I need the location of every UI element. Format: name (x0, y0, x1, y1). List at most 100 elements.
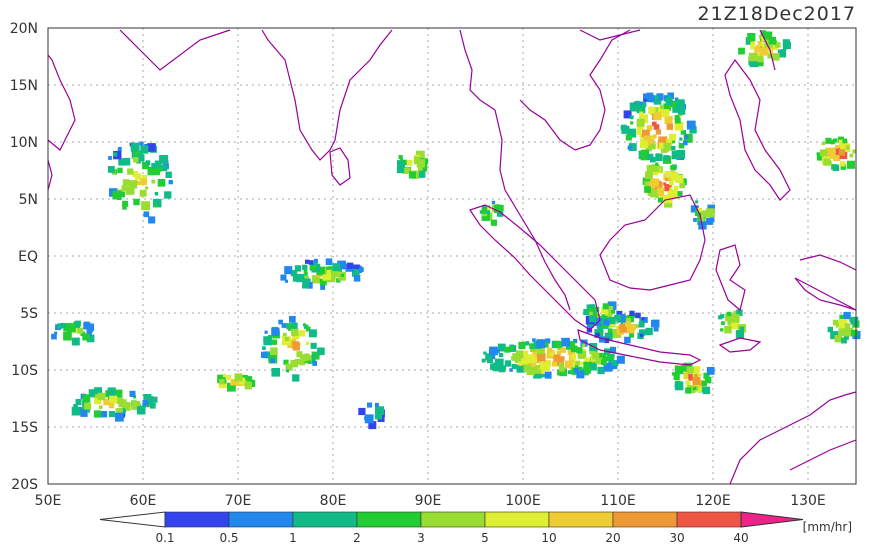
rain-cell (82, 333, 90, 341)
rain-cell (141, 174, 147, 180)
rain-cell (625, 321, 631, 327)
rain-cell (504, 346, 511, 353)
rain-cell (759, 42, 767, 50)
rain-cell (639, 133, 644, 138)
rain-cell (305, 281, 313, 289)
rain-cell (292, 271, 297, 276)
rain-cell (839, 325, 846, 331)
rain-cell (705, 208, 715, 218)
rain-cell (685, 387, 692, 394)
rain-cell (113, 150, 122, 160)
rain-cell (576, 370, 585, 379)
rain-cell (644, 186, 651, 193)
colorbar-swatch (356, 511, 422, 528)
rain-cell (590, 311, 598, 319)
rain-cell (132, 395, 137, 399)
rain-cell (226, 375, 232, 380)
colorbar-tick-label: 10 (541, 531, 556, 544)
rain-cell (71, 406, 81, 416)
rain-cell (663, 182, 667, 186)
rain-cell (311, 354, 316, 359)
rain-cell (496, 210, 504, 217)
rain-cell (73, 404, 78, 409)
rain-cell (583, 361, 591, 369)
rain-cell (684, 134, 689, 139)
rain-cell (559, 368, 567, 377)
rain-cell (304, 275, 309, 281)
rain-cell (135, 150, 143, 158)
colorbar-tick-label: 5 (481, 531, 489, 544)
rain-cell (358, 407, 366, 416)
rain-cell (143, 394, 152, 402)
colorbar-swatch (612, 511, 678, 528)
rain-cell (758, 35, 763, 39)
colorbar-swatch (292, 511, 358, 528)
rain-cell (154, 165, 162, 172)
rain-cell (168, 180, 173, 185)
rain-cell (619, 324, 626, 331)
rain-cell (346, 262, 354, 269)
rain-cell (491, 200, 496, 205)
rain-cell (157, 179, 166, 187)
rain-cell (843, 334, 849, 340)
colorbar-swatch (228, 511, 294, 528)
rain-cell (491, 355, 496, 360)
rain-cell (601, 307, 607, 313)
rain-cell (747, 33, 756, 42)
rain-cell (594, 314, 601, 320)
rain-cell (497, 343, 506, 352)
rain-cell (368, 421, 377, 430)
rain-cell (160, 164, 168, 172)
rain-cell (648, 106, 656, 114)
rain-cell (148, 216, 156, 224)
rain-cell (493, 204, 503, 214)
rain-cell (299, 330, 306, 337)
rain-cell (580, 361, 584, 366)
rain-cell (375, 406, 384, 416)
rain-cell (518, 341, 526, 349)
rain-cell (560, 356, 565, 361)
rain-cell (289, 316, 296, 323)
rain-cell (670, 100, 678, 108)
longitude-label: 90E (415, 493, 442, 509)
rain-cell (838, 319, 848, 328)
rain-cell (840, 161, 846, 167)
rain-cell (652, 134, 657, 139)
rain-cell (679, 182, 685, 189)
rain-cell (624, 336, 631, 344)
rain-cell (697, 213, 701, 217)
colorbar-swatch (548, 511, 614, 528)
longitude-label: 50E (35, 493, 62, 509)
rain-cell (86, 323, 93, 330)
rain-cell (672, 140, 676, 144)
rain-cell (141, 201, 151, 211)
rain-cell (636, 129, 642, 135)
rain-cell (122, 205, 127, 210)
latitude-label: 20N (10, 21, 38, 37)
rain-cell (509, 368, 513, 372)
latitude-labels: 20N 15N 10N 5N EQ 5S 10S 15S 20S (10, 21, 38, 493)
rain-cell (666, 138, 673, 145)
rain-cell (100, 411, 108, 418)
rain-cell (337, 260, 346, 270)
rain-cell (222, 373, 227, 378)
rain-cell (595, 332, 600, 338)
rain-cell (555, 357, 564, 367)
rain-cell (515, 350, 524, 358)
rain-cell (264, 330, 268, 334)
rain-cell (851, 329, 858, 337)
rain-cell (294, 265, 302, 272)
rain-cell (736, 309, 743, 316)
rain-cell (567, 370, 572, 375)
rain-cell (604, 337, 610, 344)
rain-cell (495, 349, 500, 354)
rain-cell (615, 315, 622, 321)
rain-cell (244, 382, 252, 390)
rain-cell (832, 153, 841, 161)
rain-cell (312, 361, 318, 366)
rain-cell (641, 317, 645, 321)
rain-cell (748, 52, 758, 62)
longitude-label: 80E (320, 493, 347, 509)
rain-cell (82, 394, 91, 403)
rain-cell (641, 149, 649, 158)
